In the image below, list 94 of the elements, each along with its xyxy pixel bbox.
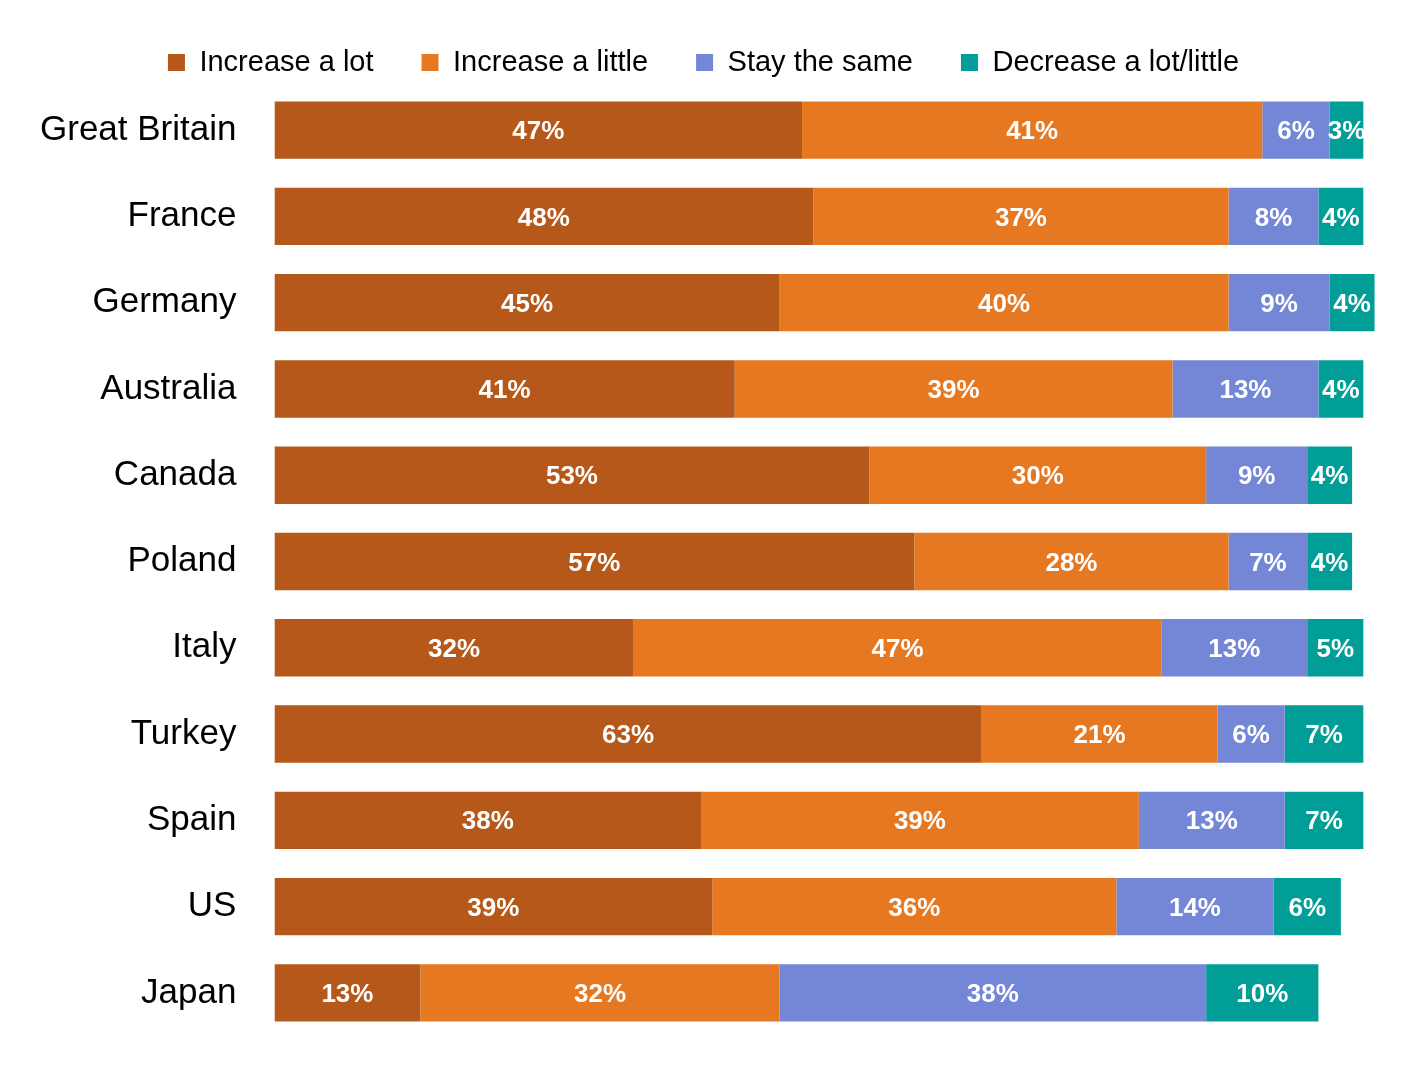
bar (274, 877, 713, 936)
bar (813, 187, 1229, 246)
bar (274, 791, 702, 849)
data-label: 6% (1277, 115, 1315, 146)
y-tick-label: Australia (100, 366, 237, 406)
data-label: 13% (1185, 805, 1238, 836)
bar (1206, 964, 1319, 1022)
bar (420, 964, 780, 1022)
data-label: 47% (512, 115, 565, 146)
data-label: 63% (602, 719, 655, 750)
bar (274, 101, 803, 159)
bar (1262, 101, 1330, 159)
data-label: 5% (1316, 632, 1355, 663)
bar (274, 274, 780, 332)
bar (1228, 187, 1319, 246)
data-label: 13% (1208, 632, 1261, 663)
data-label: 9% (1260, 287, 1298, 318)
y-tick-label: Great Britain (40, 107, 237, 147)
y-tick-label: Spain (146, 797, 237, 837)
bar (712, 877, 1117, 936)
data-label: 41% (1006, 115, 1059, 146)
bar (734, 360, 1173, 418)
y-tick-label: Poland (127, 539, 237, 579)
data-label: 40% (978, 287, 1031, 318)
data-label: 4% (1310, 460, 1349, 491)
y-tick-label: Turkey (130, 711, 237, 751)
data-label: 13% (1219, 374, 1272, 405)
data-label: 47% (871, 632, 924, 663)
data-label: 21% (1073, 719, 1126, 750)
data-label: 39% (927, 374, 980, 405)
legend-label: Decrease a lot/little (992, 44, 1240, 77)
data-label: 36% (888, 891, 941, 922)
bar (1172, 360, 1319, 418)
bar (274, 532, 915, 591)
y-tick-label: Italy (172, 625, 237, 665)
bar (274, 187, 814, 246)
data-label: 7% (1305, 805, 1343, 836)
bar (1138, 791, 1285, 849)
bar (779, 274, 1229, 332)
data-label: 39% (467, 891, 520, 922)
data-label: 7% (1305, 719, 1343, 750)
data-label: 6% (1232, 719, 1270, 750)
data-label: 4% (1322, 374, 1360, 405)
data-label: 45% (501, 287, 554, 318)
data-label: 53% (545, 460, 598, 491)
bar (914, 532, 1229, 591)
data-label: 4% (1333, 287, 1371, 318)
data-label: 38% (461, 805, 514, 836)
bar (274, 705, 982, 763)
legend-label: Stay the same (727, 44, 913, 77)
bar (1116, 877, 1274, 936)
data-label: 4% (1322, 201, 1360, 232)
data-label: 57% (568, 546, 621, 577)
data-label: 28% (1045, 546, 1098, 577)
data-label: 38% (966, 978, 1019, 1009)
data-label: 7% (1249, 546, 1287, 577)
bar (274, 446, 870, 504)
data-label: 4% (1310, 546, 1349, 577)
bar (1206, 446, 1308, 504)
bar (1284, 705, 1364, 763)
bar (1228, 532, 1308, 591)
y-tick-label: Japan (141, 970, 237, 1010)
data-label: 9% (1237, 460, 1276, 491)
bar (1284, 791, 1364, 849)
bar (779, 964, 1207, 1022)
bar (981, 705, 1218, 763)
data-label: 48% (517, 201, 570, 232)
bar (869, 446, 1207, 504)
bar (1161, 619, 1308, 677)
y-tick-label: France (127, 194, 237, 234)
data-label: 6% (1288, 891, 1326, 922)
bar (274, 360, 735, 418)
data-label: 14% (1168, 891, 1221, 922)
data-label: 30% (1011, 460, 1064, 491)
bar (274, 964, 421, 1022)
data-label: 39% (893, 805, 946, 836)
bar (633, 619, 1162, 677)
data-label: 41% (478, 374, 531, 405)
data-label: 37% (994, 201, 1047, 232)
data-label: 13% (321, 978, 374, 1009)
bar (701, 791, 1139, 849)
bar (1228, 274, 1330, 332)
y-tick-label: US (187, 884, 237, 924)
data-label: 10% (1236, 978, 1289, 1009)
data-label: 8% (1254, 201, 1293, 232)
bar (274, 619, 634, 677)
legend-label: Increase a lot (199, 44, 374, 77)
y-tick-label: Canada (113, 452, 237, 492)
y-tick-label: Germany (92, 280, 237, 320)
bar (1217, 705, 1285, 763)
legend-label: Increase a little (453, 44, 649, 77)
bar (802, 101, 1263, 159)
data-label: 32% (428, 632, 481, 663)
data-label: 32% (573, 978, 627, 1009)
